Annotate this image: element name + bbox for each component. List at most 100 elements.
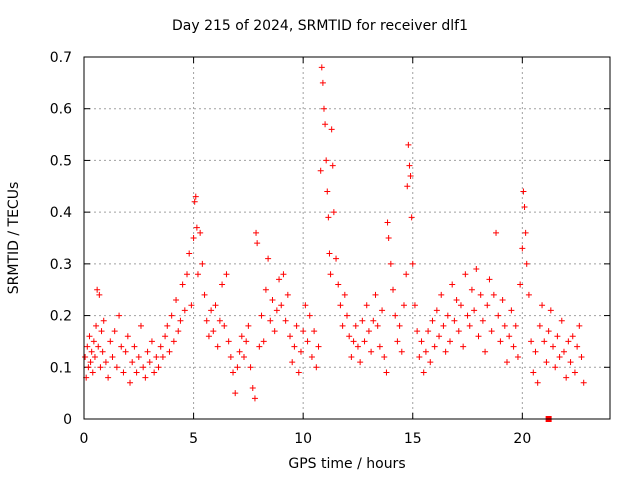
data-point: [405, 141, 412, 148]
data-point: [567, 359, 574, 366]
data-point: [203, 317, 210, 324]
data-point: [162, 333, 169, 340]
data-point: [346, 333, 353, 340]
data-point: [249, 384, 256, 391]
data-point: [552, 364, 559, 371]
data-point: [323, 157, 330, 164]
data-point: [311, 328, 318, 335]
data-point: [191, 198, 198, 205]
data-point: [308, 353, 315, 360]
data-point: [193, 224, 200, 231]
data-point: [262, 286, 269, 293]
data-point: [361, 338, 368, 345]
data-point: [462, 271, 469, 278]
data-point: [98, 328, 105, 335]
y-tick-label: 0.1: [50, 360, 72, 376]
data-point: [273, 307, 280, 314]
data-point: [344, 312, 350, 319]
data-point: [276, 276, 283, 283]
data-point: [556, 353, 563, 360]
data-point: [427, 359, 434, 366]
data-point: [210, 328, 217, 335]
data-point: [86, 333, 93, 340]
data-point: [457, 302, 464, 309]
data-point: [315, 343, 322, 350]
data-point: [319, 79, 326, 86]
plot-frame: [83, 56, 611, 420]
data-point: [289, 359, 296, 366]
data-point: [82, 353, 89, 360]
y-tick-label: 0.3: [50, 257, 72, 273]
data-point: [247, 364, 254, 371]
data-point: [164, 322, 171, 329]
data-point: [144, 348, 151, 355]
data-point: [522, 229, 529, 236]
y-tick-label: 0.6: [50, 102, 72, 118]
data-point: [133, 369, 140, 376]
data-point: [216, 317, 223, 324]
data-point: [258, 312, 265, 319]
data-point: [107, 338, 114, 345]
data-point: [135, 353, 142, 360]
data-point: [329, 162, 336, 169]
data-point: [127, 379, 134, 386]
data-point: [392, 312, 399, 319]
data-point: [190, 235, 197, 241]
data-point: [563, 374, 570, 381]
data-point: [271, 328, 278, 335]
data-point: [124, 333, 131, 340]
data-point: [339, 322, 346, 329]
data-point: [569, 333, 576, 340]
data-point: [530, 369, 537, 376]
data-point: [109, 353, 116, 360]
data-point: [173, 297, 180, 304]
data-point: [396, 322, 403, 329]
data-point: [87, 359, 94, 366]
data-point: [179, 281, 186, 288]
data-point: [245, 322, 252, 329]
data-point: [177, 317, 184, 324]
data-point: [565, 338, 572, 345]
data-point: [398, 348, 405, 355]
data-point: [460, 343, 467, 350]
data-point: [400, 302, 407, 309]
data-point: [528, 338, 535, 345]
data-point: [151, 369, 158, 376]
data-point: [89, 369, 96, 376]
data-point: [436, 333, 443, 340]
data-point: [444, 312, 451, 319]
data-point: [517, 281, 524, 288]
data-point: [326, 250, 333, 257]
data-point: [554, 333, 561, 340]
data-point: [260, 338, 267, 345]
data-point: [113, 364, 120, 371]
data-point: [383, 369, 390, 376]
data-point: [102, 359, 109, 366]
data-point: [335, 281, 342, 288]
data-point: [497, 338, 504, 345]
data-point: [282, 317, 289, 324]
data-point: [188, 302, 195, 309]
data-point: [438, 291, 445, 298]
data-point: [88, 348, 95, 355]
data-point: [545, 328, 552, 335]
data-point: [297, 348, 304, 355]
data-point: [94, 286, 101, 293]
axis-ticks: 0 0.1 0.2 0.3 0.4 0.5 0.6 0.7 0 5 10 15 20: [50, 50, 610, 447]
data-point: [486, 276, 493, 283]
x-axis-label: GPS time / hours: [288, 456, 406, 472]
data-point: [337, 302, 344, 309]
data-point: [327, 271, 334, 278]
chart-title: Day 215 of 2024, SRMTID for receiver dlf…: [171, 18, 469, 34]
data-point: [232, 390, 239, 397]
data-point: [322, 121, 329, 128]
data-point: [306, 312, 313, 319]
data-point: [328, 126, 335, 133]
data-point: [374, 322, 381, 329]
data-point: [543, 359, 550, 366]
data-point: [320, 105, 327, 112]
data-point: [394, 338, 401, 345]
y-tick-label: 0.2: [50, 309, 72, 325]
x-tick-label: 0: [80, 431, 89, 447]
data-point: [354, 343, 361, 350]
